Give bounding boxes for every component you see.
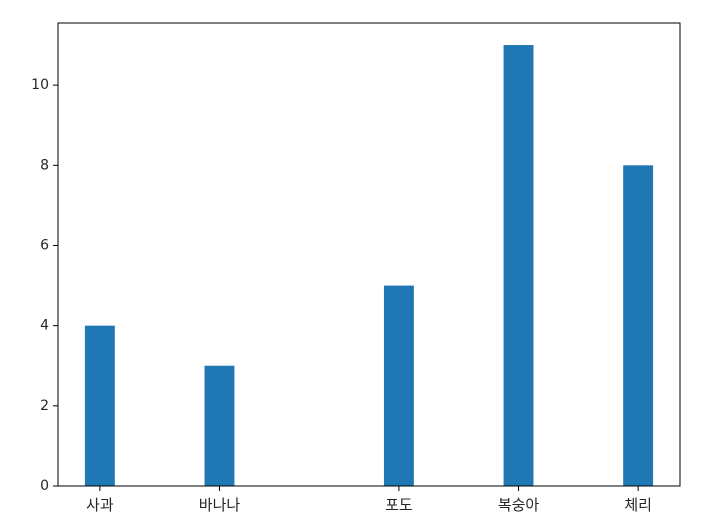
x-tick-label: 포도 bbox=[385, 496, 413, 514]
x-axis-ticks: 사과 바나나 포도 복숭아 체리 bbox=[86, 486, 652, 514]
bars-layer bbox=[84, 45, 654, 487]
bar-5 bbox=[623, 165, 654, 486]
y-tick-label: 10 bbox=[31, 77, 49, 93]
y-tick-label: 2 bbox=[40, 398, 49, 414]
y-tick-label: 8 bbox=[40, 157, 49, 173]
x-tick-label: 복숭아 bbox=[498, 496, 540, 514]
bar-4 bbox=[503, 45, 534, 487]
y-axis-ticks: 0 2 4 6 8 10 bbox=[31, 77, 58, 494]
y-tick-label: 0 bbox=[40, 478, 49, 494]
y-tick-label: 4 bbox=[40, 318, 49, 334]
x-tick-label: 사과 bbox=[86, 496, 114, 514]
y-tick-label: 6 bbox=[40, 237, 49, 253]
bar-2 bbox=[204, 365, 235, 486]
x-tick-label: 체리 bbox=[624, 496, 652, 514]
bar-1 bbox=[84, 325, 115, 486]
plot-frame bbox=[57, 22, 681, 487]
bar-3 bbox=[383, 285, 414, 486]
x-tick-label: 바나나 bbox=[199, 496, 241, 514]
